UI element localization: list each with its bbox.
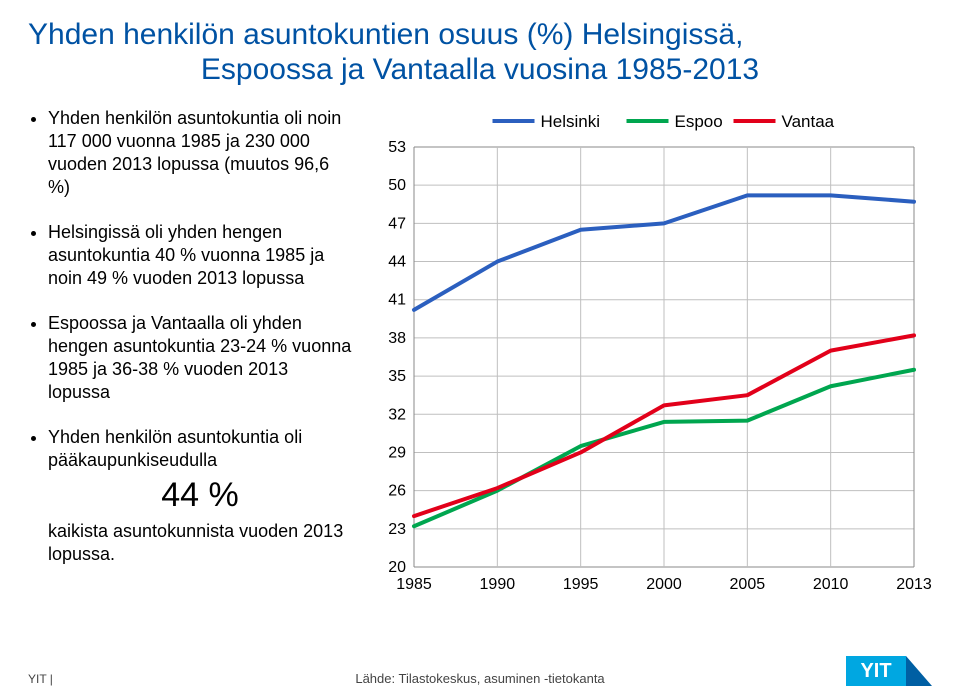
title-line2: Espoossa ja Vantaalla vuosina 1985-2013 xyxy=(28,53,932,88)
svg-text:38: 38 xyxy=(388,330,406,347)
slide: Yhden henkilön asuntokuntien osuus (%) H… xyxy=(0,0,960,694)
svg-text:35: 35 xyxy=(388,368,406,385)
svg-text:2000: 2000 xyxy=(646,576,682,593)
line-chart: 20 23 26 29 32 35 38 41 44 47 50 53 1985 1990 1995 2000… xyxy=(372,107,932,597)
chart-svg: 20 23 26 29 32 35 38 41 44 47 50 53 1985 1990 1995 2000… xyxy=(372,107,932,597)
bullet-4-post: kaikista asuntokunnista vuoden 2013 lopu… xyxy=(48,521,343,564)
bullet-2: Helsingissä oli yhden hengen asuntokunti… xyxy=(48,221,352,290)
svg-text:Vantaa: Vantaa xyxy=(782,112,835,131)
bullet-1: Yhden henkilön asuntokuntia oli noin 117… xyxy=(48,107,352,199)
svg-text:2010: 2010 xyxy=(813,576,849,593)
slide-title: Yhden henkilön asuntokuntien osuus (%) H… xyxy=(28,18,932,87)
footer-left: YIT | xyxy=(28,672,53,686)
svg-text:20: 20 xyxy=(388,559,406,576)
bullet-4: Yhden henkilön asuntokuntia oli pääkaupu… xyxy=(48,426,352,566)
svg-text:26: 26 xyxy=(388,483,406,500)
svg-text:41: 41 xyxy=(388,292,406,309)
yit-logo: YIT xyxy=(846,656,932,686)
svg-text:44: 44 xyxy=(388,254,406,271)
bullet-3: Espoossa ja Vantaalla oli yhden hengen a… xyxy=(48,312,352,404)
svg-text:23: 23 xyxy=(388,521,406,538)
bullet-column: Yhden henkilön asuntokuntia oli noin 117… xyxy=(28,107,372,597)
svg-text:32: 32 xyxy=(388,406,406,423)
bullet-list: Yhden henkilön asuntokuntia oli noin 117… xyxy=(28,107,352,566)
footer-center: Lähde: Tilastokeskus, asuminen -tietokan… xyxy=(355,671,604,686)
svg-text:2013: 2013 xyxy=(896,576,932,593)
svg-text:2005: 2005 xyxy=(730,576,766,593)
svg-text:Helsinki: Helsinki xyxy=(541,112,601,131)
title-line1: Yhden henkilön asuntokuntien osuus (%) H… xyxy=(28,18,932,53)
svg-text:47: 47 xyxy=(388,215,406,232)
svg-text:53: 53 xyxy=(388,139,406,156)
bullet-4-big: 44 % xyxy=(48,474,352,518)
bullet-4-pre: Yhden henkilön asuntokuntia oli pääkaupu… xyxy=(48,427,302,470)
content-row: Yhden henkilön asuntokuntia oli noin 117… xyxy=(28,107,932,597)
svg-text:Espoo: Espoo xyxy=(675,112,723,131)
svg-text:YIT: YIT xyxy=(860,660,891,682)
svg-text:1995: 1995 xyxy=(563,576,599,593)
svg-text:1990: 1990 xyxy=(480,576,516,593)
svg-text:29: 29 xyxy=(388,444,406,461)
svg-text:50: 50 xyxy=(388,177,406,194)
svg-text:1985: 1985 xyxy=(396,576,432,593)
